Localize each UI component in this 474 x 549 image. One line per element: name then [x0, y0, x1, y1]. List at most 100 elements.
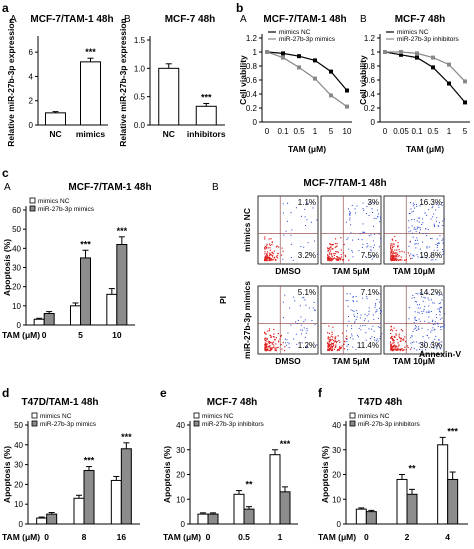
- event-dot: [416, 237, 418, 239]
- event-dot: [432, 302, 434, 304]
- event-dot: [280, 344, 282, 346]
- bar: [116, 244, 128, 326]
- legend-swatch: [31, 420, 38, 427]
- event-dot: [426, 214, 428, 216]
- event-dot: [415, 243, 417, 245]
- y-axis-label: Relative miR-27b-3p expression: [6, 18, 16, 147]
- event-dot: [268, 342, 270, 344]
- event-dot: [338, 340, 340, 342]
- event-dot: [399, 340, 401, 342]
- event-dot: [410, 230, 412, 232]
- event-dot: [297, 319, 299, 321]
- bar: [269, 454, 281, 525]
- x-tick-label: 16: [117, 532, 127, 542]
- event-dot: [391, 349, 394, 352]
- event-dot: [433, 302, 435, 304]
- event-dot: [331, 343, 334, 345]
- event-dot: [283, 234, 285, 236]
- event-dot: [264, 247, 266, 250]
- event-dot: [286, 344, 288, 346]
- y-axis-label: Cell viability: [358, 55, 368, 105]
- event-dot: [266, 258, 268, 260]
- event-dot: [423, 310, 425, 312]
- event-dot: [414, 325, 416, 327]
- event-dot: [334, 242, 337, 245]
- event-dot: [330, 258, 332, 260]
- data-point: [399, 52, 403, 57]
- event-dot: [264, 349, 267, 351]
- event-dot: [336, 340, 338, 343]
- event-dot: [440, 307, 442, 309]
- event-dot: [313, 302, 315, 304]
- data-point: [431, 55, 435, 60]
- event-dot: [328, 339, 330, 341]
- event-dot: [271, 259, 273, 261]
- event-dot: [396, 338, 398, 341]
- event-dot: [392, 347, 394, 349]
- event-dot: [370, 234, 372, 236]
- event-dot: [329, 340, 332, 342]
- event-dot: [397, 241, 399, 244]
- event-dot: [265, 255, 267, 257]
- data-point: [463, 100, 467, 105]
- event-dot: [433, 249, 435, 251]
- y-tick-label: 10: [12, 302, 21, 311]
- legend-swatch: [29, 205, 36, 212]
- event-dot: [264, 259, 266, 262]
- panel-letter-e: e: [160, 386, 167, 400]
- event-dot: [329, 250, 332, 252]
- x-tick-label: 1: [278, 532, 283, 542]
- event-dot: [411, 219, 413, 221]
- event-dot: [334, 337, 336, 339]
- event-dot: [430, 310, 432, 312]
- event-dot: [264, 347, 266, 349]
- event-dot: [416, 301, 418, 303]
- event-dot: [328, 348, 330, 350]
- event-dot: [418, 342, 420, 344]
- event-dot: [270, 349, 272, 352]
- event-dot: [357, 313, 359, 315]
- bar: [110, 479, 122, 525]
- event-dot: [288, 347, 290, 349]
- event-dot: [432, 327, 434, 329]
- bar: [365, 511, 377, 525]
- data-point: [431, 65, 435, 70]
- y-tick-label: 30: [14, 461, 23, 470]
- y-tick-label: 1.5: [134, 36, 146, 45]
- event-dot: [404, 336, 406, 338]
- event-dot: [400, 329, 402, 331]
- y-tick-label: 60: [12, 206, 21, 215]
- event-dot: [269, 348, 272, 350]
- bar: [46, 513, 58, 525]
- event-dot: [329, 253, 331, 255]
- event-dot: [345, 337, 347, 340]
- event-dot: [276, 257, 279, 259]
- x-tick-label: 1: [313, 127, 318, 136]
- event-dot: [345, 300, 347, 302]
- event-dot: [300, 329, 302, 331]
- event-dot: [437, 242, 439, 244]
- event-dot: [327, 338, 329, 340]
- event-dot: [339, 259, 341, 261]
- event-dot: [366, 298, 368, 300]
- event-dot: [390, 257, 392, 259]
- event-dot: [336, 245, 338, 247]
- data-point: [399, 50, 403, 54]
- event-dot: [394, 336, 396, 338]
- event-dot: [415, 231, 417, 233]
- event-dot: [434, 225, 436, 227]
- event-dot: [327, 342, 329, 344]
- event-dot: [343, 348, 346, 350]
- event-dot: [332, 326, 334, 328]
- event-dot: [328, 332, 331, 335]
- event-dot: [395, 254, 397, 257]
- event-dot: [430, 331, 432, 333]
- event-dot: [441, 299, 443, 301]
- event-dot: [275, 246, 278, 248]
- event-dot: [268, 238, 270, 240]
- event-dot: [395, 333, 397, 335]
- event-dot: [438, 222, 440, 224]
- event-dot: [413, 255, 415, 257]
- event-dot: [436, 238, 438, 240]
